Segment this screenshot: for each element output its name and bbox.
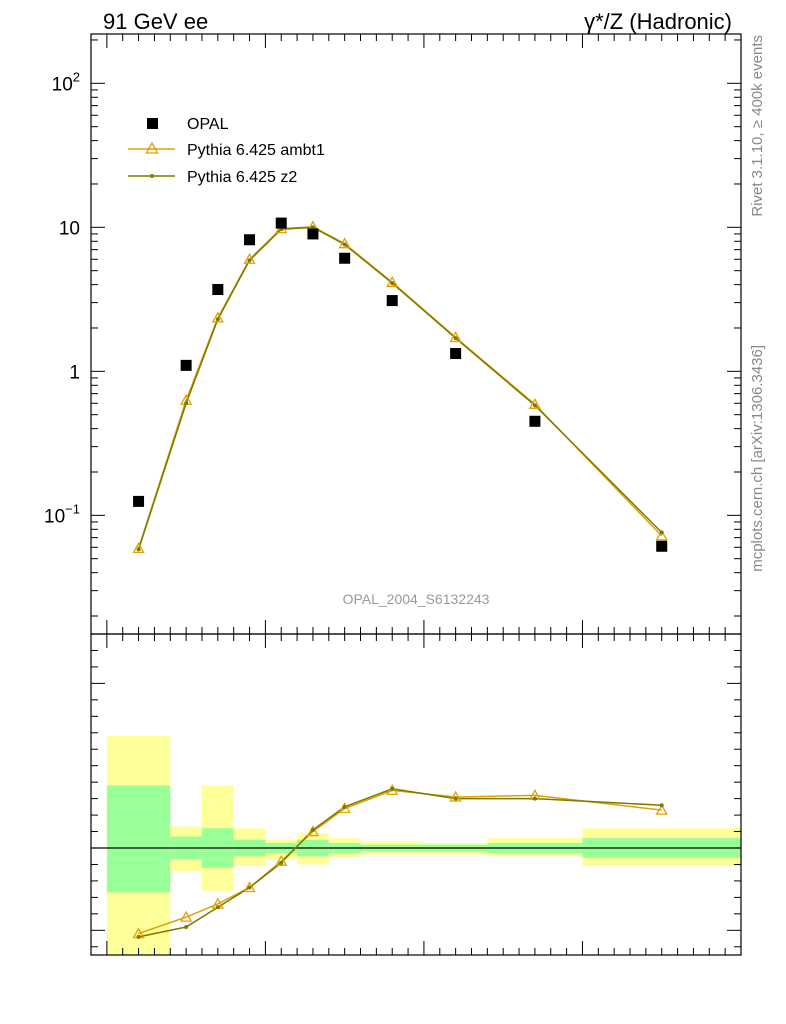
series-line-ambt1 xyxy=(137,225,663,549)
series-line-z2 xyxy=(137,226,663,550)
point-z2 xyxy=(532,403,537,408)
main-ytick-label: 1 xyxy=(69,362,80,383)
point-opal xyxy=(244,234,256,246)
ratio-point-ambt1 xyxy=(655,803,668,815)
point-z2 xyxy=(390,281,395,286)
point-z2 xyxy=(184,401,189,406)
point-ambt1 xyxy=(449,331,462,343)
ratio-point-z2 xyxy=(390,786,395,791)
main-ytick-label-exponent: 2 xyxy=(73,69,80,84)
main-ytick-label-base: 1 xyxy=(69,362,80,383)
ratio-point-z2 xyxy=(279,860,284,865)
legend-marker-z2 xyxy=(150,174,154,178)
ratio-point-ambt1 xyxy=(275,854,288,866)
watermark: OPAL_2004_S6132243 xyxy=(343,591,490,607)
ratio-point-ambt1 xyxy=(180,910,193,922)
main-ytick-label-base: 10 xyxy=(44,506,65,527)
band-inner-0 xyxy=(106,785,171,893)
main-ytick-label-base: 10 xyxy=(52,74,73,95)
ratio-point-ambt1 xyxy=(243,881,256,893)
ratio-point-z2 xyxy=(136,934,141,939)
point-opal xyxy=(212,284,224,296)
point-ambt1 xyxy=(655,529,668,541)
ratio-point-z2 xyxy=(215,905,220,910)
point-ambt1 xyxy=(528,397,542,409)
point-z2 xyxy=(215,317,220,322)
legend-label-ambt1: Pythia 6.425 ambt1 xyxy=(187,142,325,159)
point-z2 xyxy=(453,336,458,341)
ratio-point-ambt1 xyxy=(386,784,399,796)
legend-label-z2: Pythia 6.425 z2 xyxy=(187,169,297,186)
point-ambt1 xyxy=(211,311,224,323)
point-z2 xyxy=(659,530,664,535)
point-opal xyxy=(529,415,541,427)
rivet-label: Rivet 3.1.10, ≥ 400k events xyxy=(749,35,766,217)
point-opal xyxy=(275,217,287,229)
ratio-point-z2 xyxy=(659,803,664,808)
source-label: mcplots.cern.ch [arXiv:1306.3436] xyxy=(749,345,766,572)
point-opal xyxy=(450,347,462,359)
point-ambt1 xyxy=(243,252,256,264)
legend-marker-ambt1 xyxy=(145,141,159,154)
point-ambt1 xyxy=(386,275,399,287)
main-ytick-label: 102 xyxy=(52,69,80,95)
point-z2 xyxy=(342,242,347,247)
ratio-point-z2 xyxy=(453,796,458,801)
ratio-point-z2 xyxy=(532,796,537,801)
point-opal xyxy=(656,540,668,552)
point-z2 xyxy=(247,258,252,263)
point-ambt1 xyxy=(338,237,351,249)
ratio-point-z2 xyxy=(247,885,252,890)
legend: OPAL Pythia 6.425 ambt1 Pythia 6.425 z2 xyxy=(128,116,325,186)
ratio-point-ambt1 xyxy=(306,825,320,837)
header-left: 91 GeV ee xyxy=(103,9,208,34)
point-opal xyxy=(180,359,192,371)
ratio-point-z2 xyxy=(342,804,347,809)
ratio-point-z2 xyxy=(310,827,315,832)
point-opal xyxy=(386,295,398,307)
main-ytick-label-base: 10 xyxy=(59,218,80,239)
main-ytick-label: 10 xyxy=(59,218,80,239)
point-opal xyxy=(339,252,351,264)
ratio-panel xyxy=(90,633,742,956)
point-opal xyxy=(133,495,145,507)
point-z2 xyxy=(136,547,141,552)
ratio-point-ambt1 xyxy=(338,802,351,814)
header-right: γ*/Z (Hadronic) xyxy=(584,9,732,34)
legend-marker-opal xyxy=(147,118,158,129)
point-opal xyxy=(307,228,319,240)
main-ytick-label-exponent: −1 xyxy=(65,501,80,516)
main-ytick-label: 10−1 xyxy=(44,501,80,527)
ratio-frame xyxy=(90,633,742,956)
point-ambt1 xyxy=(132,542,145,553)
legend-label-opal: OPAL xyxy=(187,116,229,133)
ratio-point-ambt1 xyxy=(449,790,462,802)
ratio-point-z2 xyxy=(184,925,189,930)
point-z2 xyxy=(310,225,315,230)
